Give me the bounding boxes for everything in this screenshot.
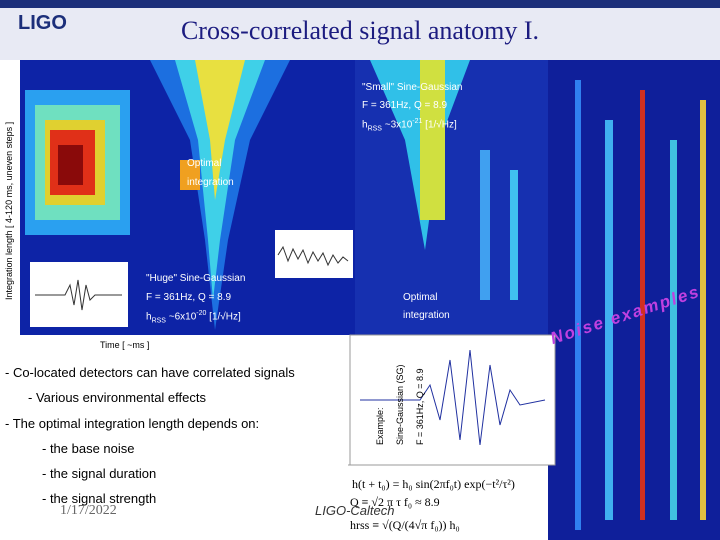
- example-label: Sine-Gaussian (SG): [395, 364, 405, 445]
- huge-hrss: hRSS ~6x10-20 [1/√Hz]: [146, 310, 241, 325]
- example-label: Example:: [375, 407, 385, 445]
- example-label: F = 361Hz, Q = 8.9: [415, 368, 425, 445]
- date: 1/17/2022: [60, 503, 117, 518]
- optimal-label: integration: [187, 177, 234, 188]
- formula: h(t + t₀) = h₀ sin(2πf₀t) exp(−t²/τ²): [352, 477, 515, 491]
- bullet: - Various environmental effects: [28, 390, 206, 405]
- logo: LIGO: [18, 12, 67, 34]
- bullet: - The optimal integration length depends…: [5, 416, 260, 431]
- bullet: - the base noise: [42, 441, 135, 456]
- formula: Q ≡ √2 π τ f₀ ≈ 8.9: [350, 495, 440, 509]
- bullet: - Co-located detectors can have correlat…: [5, 365, 295, 380]
- optimal-label: Optimal: [403, 292, 438, 303]
- optimal-label: integration: [403, 310, 450, 321]
- optimal-label: Optimal: [187, 158, 222, 169]
- x-axis-label: Time [ ~ms ]: [100, 340, 150, 350]
- y-axis-label: Integration length [ 4-120 ms, uneven st…: [4, 121, 14, 300]
- bullet: - the signal strength: [42, 491, 157, 506]
- small-params: F = 361Hz, Q = 8.9: [362, 100, 448, 111]
- org: LIGO-Caltech: [315, 503, 395, 518]
- title: Cross-correlated signal anatomy I.: [180, 16, 540, 45]
- small-hrss: hRSS ~3x10-21 [1/√Hz]: [362, 118, 457, 133]
- huge-name: "Huge" Sine-Gaussian: [146, 273, 246, 284]
- bullet: - the signal duration: [42, 466, 157, 481]
- formula: hrss ≡ √(Q/(4√π f₀)) h₀: [350, 518, 460, 532]
- huge-params: F = 361Hz, Q = 8.9: [146, 292, 232, 303]
- small-name: "Small" Sine-Gaussian: [362, 82, 463, 93]
